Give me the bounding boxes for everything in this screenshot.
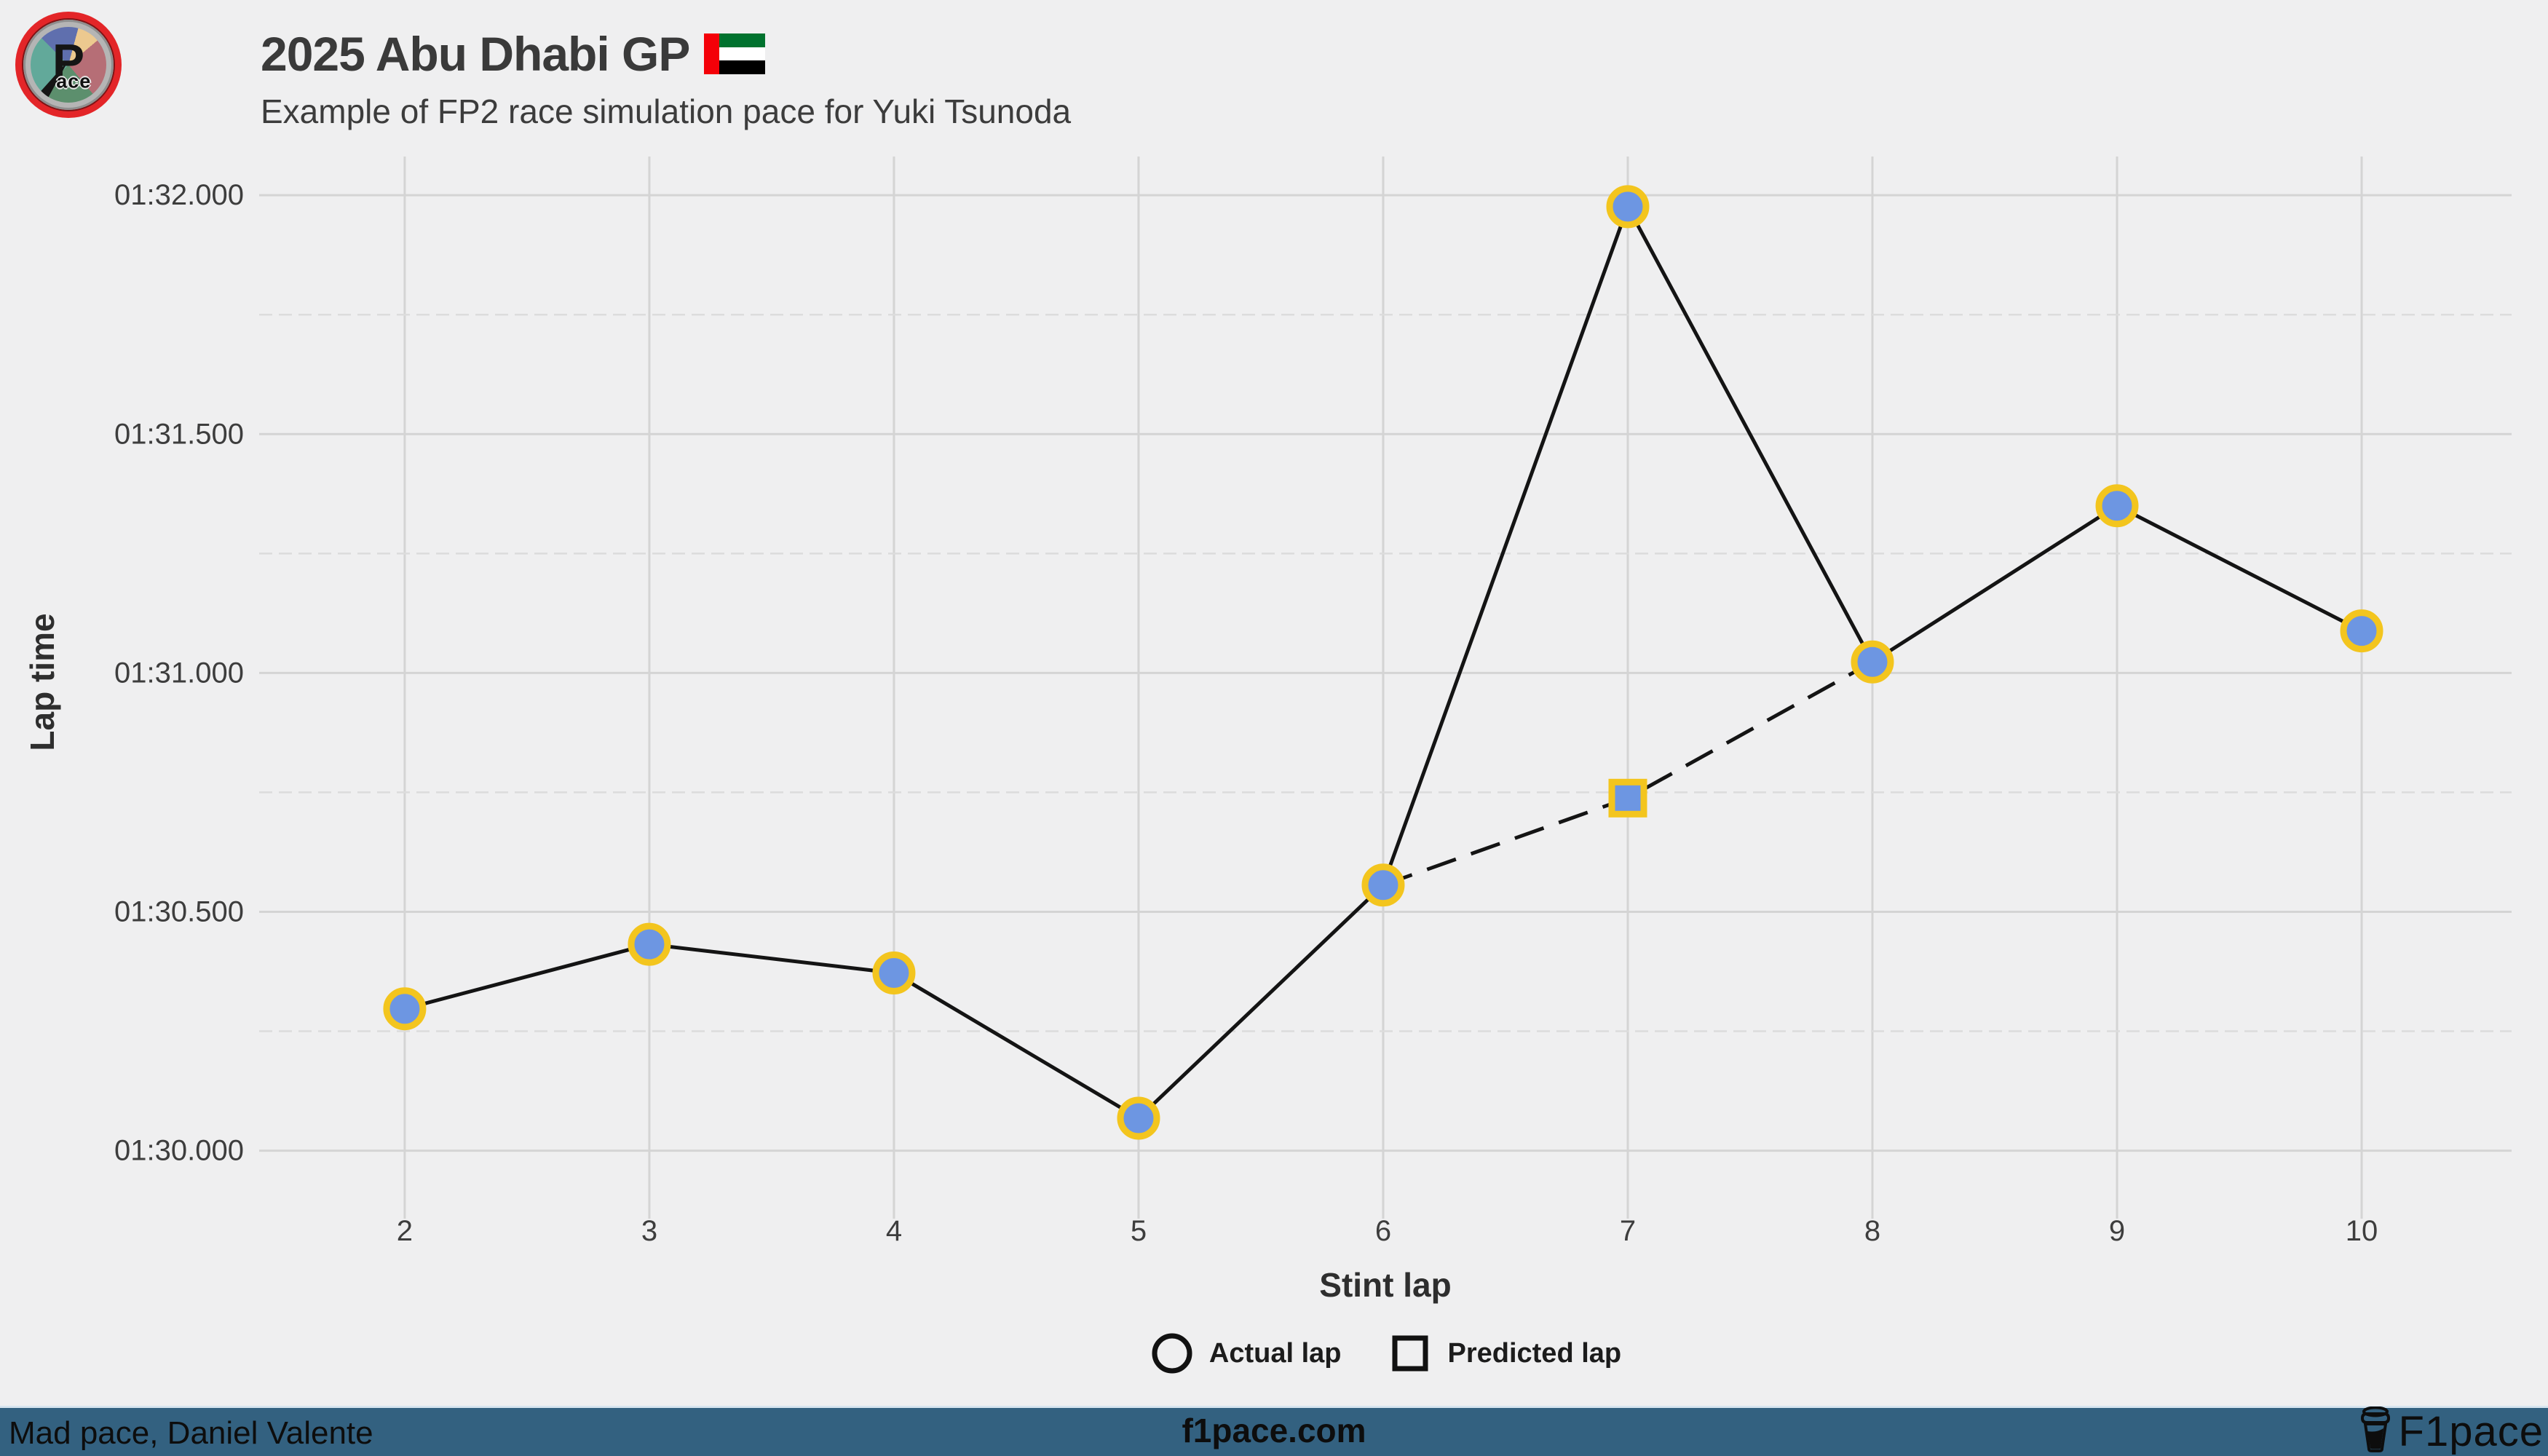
data-point-actual-lap-4 bbox=[872, 951, 916, 994]
logo-pie: P ace bbox=[31, 27, 106, 103]
x-axis-title: Stint lap bbox=[1319, 1266, 1452, 1304]
y-tick-label: 01:30.000 bbox=[114, 1135, 244, 1167]
chart-subtitle: Example of FP2 race simulation pace for … bbox=[261, 92, 1072, 130]
footer-brand: F1pace bbox=[2357, 1406, 2544, 1455]
header: 2025 Abu Dhabi GP bbox=[261, 26, 766, 82]
y-tick-label: 01:32.000 bbox=[114, 179, 244, 211]
coffee-cup-icon bbox=[2360, 1406, 2390, 1452]
y-tick-label: 01:31.500 bbox=[114, 418, 244, 450]
logo-ring: P ace bbox=[23, 20, 114, 110]
lap-time-chart: 2 3 4 5 6 7 8 9 10 01:30.000 01:30.500 01:31.000 01:… bbox=[114, 157, 2512, 1247]
x-tick-label: 6 bbox=[1375, 1215, 1391, 1247]
data-point-actual-lap-5 bbox=[1117, 1096, 1160, 1140]
logo-text-ace: ace bbox=[56, 70, 92, 92]
x-tick-label: 5 bbox=[1131, 1215, 1147, 1247]
x-tick-label: 8 bbox=[1864, 1215, 1880, 1247]
x-tick-label: 10 bbox=[2346, 1215, 2378, 1247]
uae-flag-icon bbox=[704, 33, 766, 74]
x-tick-label: 3 bbox=[641, 1215, 657, 1247]
y-tick-label: 01:30.500 bbox=[114, 895, 244, 927]
page-title: 2025 Abu Dhabi GP bbox=[261, 27, 690, 81]
legend-label-actual: Actual lap bbox=[1208, 1337, 1342, 1369]
data-point-predicted-lap-7 bbox=[1608, 778, 1647, 818]
data-point-actual-lap-7 bbox=[1606, 185, 1650, 229]
footer-website: f1pace.com bbox=[1182, 1412, 1366, 1449]
data-point-actual-lap-6 bbox=[1361, 863, 1405, 907]
data-point-actual-lap-9 bbox=[2095, 484, 2139, 528]
legend-item-actual-lap: Actual lap bbox=[1150, 1331, 1342, 1376]
y-axis-title: Lap time bbox=[23, 613, 61, 751]
legend-label-predicted: Predicted lap bbox=[1447, 1337, 1622, 1369]
footer-bar: Mad pace, Daniel Valente f1pace.com F1pa… bbox=[0, 1406, 2548, 1456]
footer-credit: Mad pace, Daniel Valente bbox=[9, 1415, 373, 1451]
y-tick-label: 01:31.000 bbox=[114, 657, 244, 689]
pace-logo-icon: P ace bbox=[15, 12, 122, 118]
data-point-actual-lap-3 bbox=[628, 922, 671, 966]
legend-item-predicted-lap: Predicted lap bbox=[1388, 1331, 1621, 1376]
x-tick-label: 7 bbox=[1620, 1215, 1636, 1247]
x-tick-label: 9 bbox=[2109, 1215, 2125, 1247]
legend-circle-icon bbox=[1152, 1333, 1192, 1374]
data-point-actual-lap-10 bbox=[2340, 609, 2383, 653]
legend-square-icon bbox=[1392, 1335, 1428, 1372]
logo-letter-p: P bbox=[52, 33, 85, 88]
data-point-actual-lap-2 bbox=[383, 987, 427, 1031]
logo-needle-icon bbox=[36, 60, 68, 102]
footer-brand-label: F1pace bbox=[2398, 1408, 2544, 1456]
legend: Actual lap Predicted lap bbox=[259, 1331, 2512, 1376]
data-point-actual-lap-8 bbox=[1851, 640, 1894, 684]
x-tick-label: 4 bbox=[886, 1215, 902, 1247]
x-tick-label: 2 bbox=[397, 1215, 413, 1247]
